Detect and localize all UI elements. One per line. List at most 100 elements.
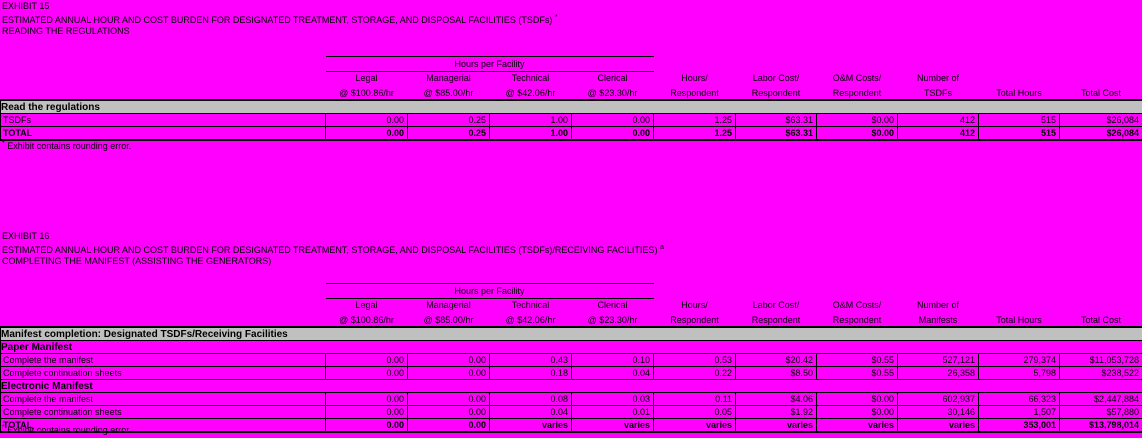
cell-technical: 0.43 [489,353,572,367]
column-header-clerical: Clerical [597,73,628,83]
cell-managerial: 0.00 [407,353,490,367]
rate-technical: @ $42.06/hr [489,84,572,101]
row-label-tsdfs: TSDFs [0,113,326,127]
cell-labor-cost: $20.42 [735,353,818,367]
exhibit1-subtitle-footnote-marker: * [554,14,558,21]
rate-legal: @ $100.86/hr [325,84,408,101]
cell-total-hours: 515 [978,113,1061,127]
exhibit2-headings: EXHIBIT 16 ESTIMATED ANNUAL HOUR AND COS… [2,231,664,267]
cell-number: 412 [897,113,980,127]
cell-labor-cost: $8.50 [735,366,818,380]
section-band-read-regulations: Read the regulations [0,99,1142,114]
exhibit1-subtitle: ESTIMATED ANNUAL HOUR AND COST BURDEN FO… [2,12,558,26]
cell-labor-cost: $4.06 [735,392,818,406]
cell-legal: 0.00 [325,392,408,406]
cell-number: 26,358 [897,366,980,380]
table-row: Read the regulations [0,99,1142,114]
column-header-clerical: Clerical [597,300,628,310]
column-header-om-costs: O&M Costs/ [832,299,882,310]
column-header-total-hours: Total Hours [978,84,1060,101]
cell-legal: 0.00 [325,126,408,141]
exhibit1-subtitle-text: ESTIMATED ANNUAL HOUR AND COST BURDEN FO… [2,15,553,25]
cell-total-cost: $11,053,728 [1059,353,1142,367]
rate-clerical: @ $23.30/hr [571,311,654,328]
column-header-technical: Technical [511,73,550,83]
cell-managerial: 0.25 [407,126,490,141]
blank-cell [1,72,326,85]
cell-managerial: 0.25 [407,113,490,127]
cell-clerical: 0.10 [570,353,655,367]
table-row: Hours per Facility [1,283,1142,299]
blank-cell [1060,72,1142,85]
rate-technical: @ $42.06/hr [489,311,572,328]
blank-cell [979,299,1060,312]
exhibit1-table: Hours per Facility Legal Managerial Tech… [0,56,1142,141]
cell-total-hours: 1,507 [978,405,1061,419]
footnote-marker: * [2,140,5,147]
exhibit2-activity: COMPLETING THE MANIFEST (ASSISTING THE G… [2,256,272,266]
cell-hours-respondent: 0.11 [653,392,737,406]
exhibit1-title: EXHIBIT 15 [2,1,50,11]
table-row: Manifest completion: Designated TSDFs/Re… [0,326,1142,341]
column-header-managerial: Managerial [426,300,471,310]
exhibit1-activity: READING THE REGULATIONS [2,26,130,36]
exhibit2-subtitle: ESTIMATED ANNUAL HOUR AND COST BURDEN FO… [2,242,664,256]
section-band-paper-manifest: Paper Manifest [0,340,1142,354]
table-row: Legal Managerial Technical Clerical Hour… [1,72,1142,85]
cell-total-hours: 515 [978,126,1061,141]
cell-number: 602,937 [897,392,980,406]
exhibit1-headings: EXHIBIT 15 ESTIMATED ANNUAL HOUR AND COS… [2,1,558,37]
table-row: TSDFs 0.00 0.25 1.00 0.00 1.25 $63.31 $0… [0,113,1142,127]
cell-clerical: 0.00 [570,113,655,127]
column-header-managerial: Managerial [426,73,471,83]
cell-technical: 0.08 [489,392,572,406]
blank-cell [654,284,1142,299]
blank-cell [1,284,326,299]
cell-legal: 0.00 [325,418,408,433]
exhibit1-footnote: * Exhibit contains rounding error. [2,140,131,151]
cell-clerical: 0.01 [570,405,655,419]
column-header-legal: Legal [355,300,378,310]
group-header-hours-per-facility: Hours per Facility [325,56,654,72]
cell-total-hours: 5,798 [978,366,1061,380]
column-header-labor-cost: Labor Cost/ [752,299,800,310]
cell-hours-respondent: 0.05 [653,405,737,419]
cell-labor-cost: $63.31 [735,126,818,141]
cell-total-hours: 353,001 [978,418,1061,433]
rate-managerial: @ $85.00/hr [407,84,490,101]
table-row: Hours per Facility [1,56,1142,72]
column-header-respondent: Respondent [653,311,736,328]
cell-hours-respondent: 1.25 [653,113,737,127]
table-row: Complete the manifest 0.00 0.00 0.43 0.1… [0,353,1142,367]
exhibit2-subtitle-text: ESTIMATED ANNUAL HOUR AND COST BURDEN FO… [2,245,658,255]
cell-clerical: 0.03 [570,392,655,406]
column-header-number-of: Number of [917,299,960,310]
table-row: Complete continuation sheets 0.00 0.00 0… [0,366,1142,380]
exhibit2-table: Hours per Facility Legal Managerial Tech… [0,283,1142,433]
cell-total-cost: $26,084 [1059,113,1142,127]
cell-total-cost: $238,522 [1059,366,1142,380]
cell-technical: 1.00 [489,126,572,141]
table-row: TOTAL 0.00 0.25 1.00 0.00 1.25 $63.31 $0… [0,126,1142,141]
column-header-technical: Technical [511,300,550,310]
blank-cell [979,72,1060,85]
blank-cell [0,84,326,101]
group-header-hours-per-facility: Hours per Facility [325,283,654,299]
cell-total-cost: $26,084 [1059,126,1142,141]
cell-clerical: 0.00 [570,126,655,141]
cell-managerial: 0.00 [407,366,490,380]
column-header-total-hours: Total Hours [978,311,1060,328]
exhibit2-title: EXHIBIT 16 [2,231,50,241]
cell-number: 412 [897,126,980,141]
cell-clerical: 0.04 [570,366,655,380]
cell-managerial: 0.00 [407,392,490,406]
cell-number: 527,121 [897,353,980,367]
row-label-complete-manifest: Complete the manifest [0,392,326,406]
cell-hours-respondent: 0.53 [653,353,737,367]
footnote-text: Exhibit contains rounding error. [4,141,132,151]
column-header-respondent: Respondent [816,84,898,101]
table-row: TOTAL 0.00 0.00 varies varies varies var… [0,418,1142,433]
cell-clerical: varies [570,418,655,433]
blank-cell [654,57,1142,72]
exhibit2-footnote: * Exhibit contains rounding error. [2,424,131,435]
